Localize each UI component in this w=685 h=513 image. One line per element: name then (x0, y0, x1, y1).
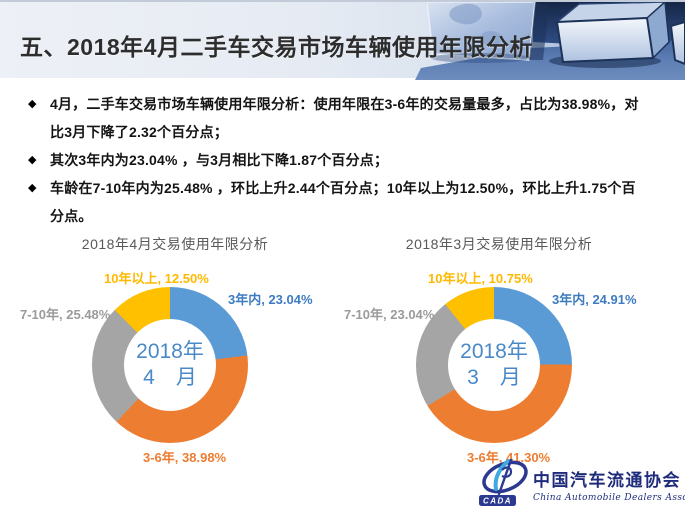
bullet-text: 车龄在7-10年内为25.48% ，环比上升2.44个百分点；10年以上为12.… (50, 180, 636, 224)
donut-center-month: 3 月 (467, 366, 521, 389)
diamond-bullet-icon: ◆ (28, 182, 37, 194)
bullet-item: ◆ 其次3年内为23.04% ，与3月相比下降1.87个百分点； (28, 146, 643, 174)
slice-label-3yr: 3年内, 23.04% (228, 292, 313, 307)
donut-center-year: 2018年 (136, 340, 204, 363)
slice-label-3-6yr: 3-6年, 41.30% (467, 450, 551, 465)
chart-april-donut: 2018年4月交易使用年限分析 2018年 4 月 3年内, 23.04% 3-… (10, 228, 340, 478)
donut-ring: 2018年 4 月 (92, 287, 248, 443)
cada-acronym: CADA (483, 497, 512, 506)
slice-label-10yr-plus: 10年以上, 10.75% (428, 271, 533, 286)
diamond-bullet-icon: ◆ (28, 154, 37, 166)
bullet-item: ◆ 车龄在7-10年内为25.48% ，环比上升2.44个百分点；10年以上为1… (28, 174, 643, 230)
donut-center-year: 2018年 (460, 340, 528, 363)
chart-march-donut: 2018年3月交易使用年限分析 2018年 3 月 3年内, 24.91% 3-… (334, 228, 664, 478)
slice-label-7-10yr: 7-10年, 23.04% (344, 307, 435, 322)
cada-logo: CADA 中国汽车流通协会 China Automobile Dealers A… (478, 458, 685, 508)
slice-label-10yr-plus: 10年以上, 12.50% (104, 271, 209, 286)
cada-emblem-icon: CADA (479, 458, 528, 506)
donut-center: 2018年 4 月 (124, 319, 216, 411)
page-title: 五、2018年4月二手车交易市场车辆使用年限分析 (20, 34, 533, 60)
diamond-bullet-icon: ◆ (28, 98, 37, 110)
donut-center: 2018年 3 月 (448, 319, 540, 411)
bullet-text: 其次3年内为23.04% ，与3月相比下降1.87个百分点； (50, 152, 389, 168)
slice-label-7-10yr: 7-10年, 25.48% (20, 307, 111, 322)
org-text: 中国汽车流通协会 China Automobile Dealers Associ… (533, 458, 685, 503)
decorative-cubes-icon (415, 2, 685, 80)
header-banner: 五、2018年4月二手车交易市场车辆使用年限分析 (0, 0, 685, 80)
chart-title: 2018年3月交易使用年限分析 (405, 236, 593, 252)
org-name-english: China Automobile Dealers Association (533, 493, 685, 503)
org-name-chinese: 中国汽车流通协会 (533, 471, 681, 491)
chart-title: 2018年4月交易使用年限分析 (81, 236, 269, 252)
bullet-list: ◆ 4月，二手车交易市场车辆使用年限分析：使用年限在3-6年的交易量最多，占比为… (28, 90, 643, 230)
slice-label-3yr: 3年内, 24.91% (552, 292, 637, 307)
donut-center-month: 4 月 (143, 366, 197, 389)
donut-ring: 2018年 3 月 (416, 287, 572, 443)
slice-label-3-6yr: 3-6年, 38.98% (143, 450, 227, 465)
bullet-item: ◆ 4月，二手车交易市场车辆使用年限分析：使用年限在3-6年的交易量最多，占比为… (28, 90, 643, 146)
bullet-text: 4月，二手车交易市场车辆使用年限分析：使用年限在3-6年的交易量最多，占比为38… (50, 96, 639, 140)
